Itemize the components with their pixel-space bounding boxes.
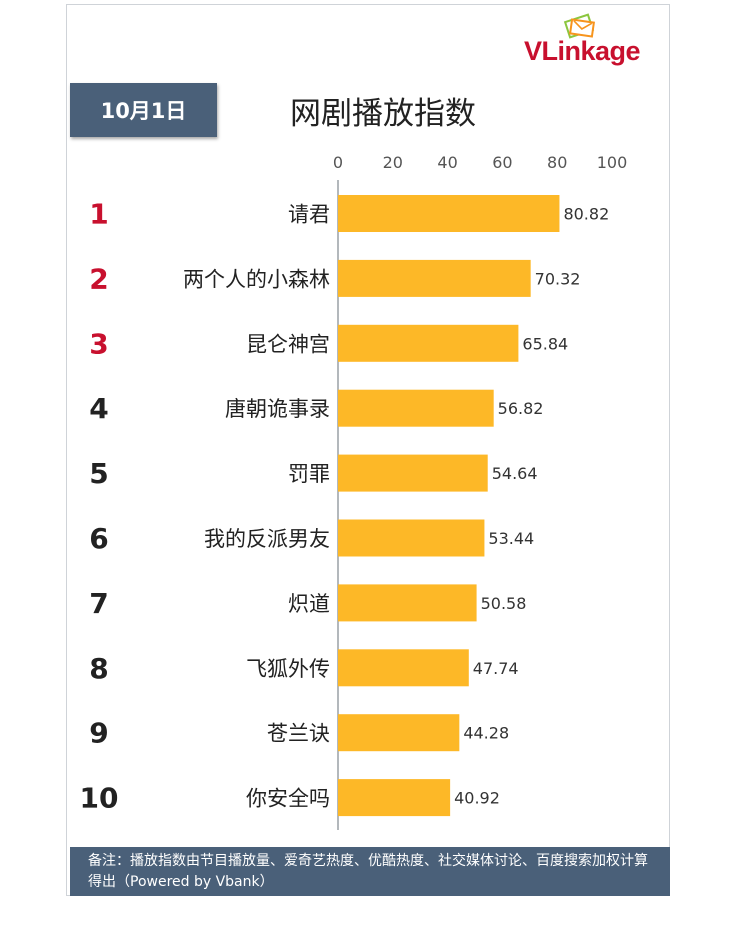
x-tick-label: 0 [333,153,343,172]
value-label: 56.82 [498,399,544,418]
rank-number: 2 [89,262,108,295]
logo-envelope-icon [563,13,595,39]
bar [338,519,485,557]
value-label: 44.28 [463,724,509,743]
category-label: 炽道 [288,592,330,616]
value-label: 53.44 [488,529,534,548]
category-label: 两个人的小森林 [183,267,330,291]
rank-number: 10 [80,782,119,815]
bar [338,779,451,817]
category-label: 你安全吗 [246,787,330,811]
value-label: 54.64 [492,464,538,483]
value-label: 65.84 [522,334,568,353]
value-label: 70.32 [535,269,581,288]
chart-title: 网剧播放指数 [290,96,476,132]
x-tick-label: 80 [547,153,567,172]
rank-number: 8 [89,652,108,685]
bar [338,195,560,232]
x-tick-label: 100 [597,153,628,172]
category-label: 飞狐外传 [246,657,330,681]
value-label: 40.92 [454,789,500,808]
value-label: 50.58 [481,594,527,613]
category-label: 昆仑神宫 [246,332,330,356]
bar [338,389,494,427]
x-tick-label: 60 [492,153,512,172]
rank-number: 3 [89,327,108,360]
rank-number: 9 [89,717,108,750]
bar [338,259,531,297]
logo-wordmark: VLinkage [524,36,641,66]
x-tick-label: 40 [437,153,457,172]
vlinkage-logo: VLinkage [524,12,669,74]
category-label: 唐朝诡事录 [225,397,330,421]
bar [338,649,469,687]
x-tick-label: 20 [383,153,403,172]
rank-number: 6 [89,522,108,555]
rank-number: 1 [89,198,108,231]
category-label: 罚罪 [288,462,330,486]
bar [338,324,519,362]
rank-number: 4 [89,392,108,425]
date-badge: 10月1日 [70,83,217,137]
footnote-bar: 备注：播放指数由节目播放量、爱奇艺热度、优酷热度、社交媒体讨论、百度搜索加权计算… [70,847,670,896]
rank-number: 5 [89,457,108,490]
rank-number: 7 [89,587,108,620]
bar [338,584,477,622]
bar [338,454,488,492]
category-label: 苍兰诀 [267,722,330,746]
bar [338,714,460,752]
value-label: 80.82 [563,205,609,224]
value-label: 47.74 [473,659,519,678]
category-label: 我的反派男友 [204,527,330,551]
category-label: 请君 [288,203,330,227]
